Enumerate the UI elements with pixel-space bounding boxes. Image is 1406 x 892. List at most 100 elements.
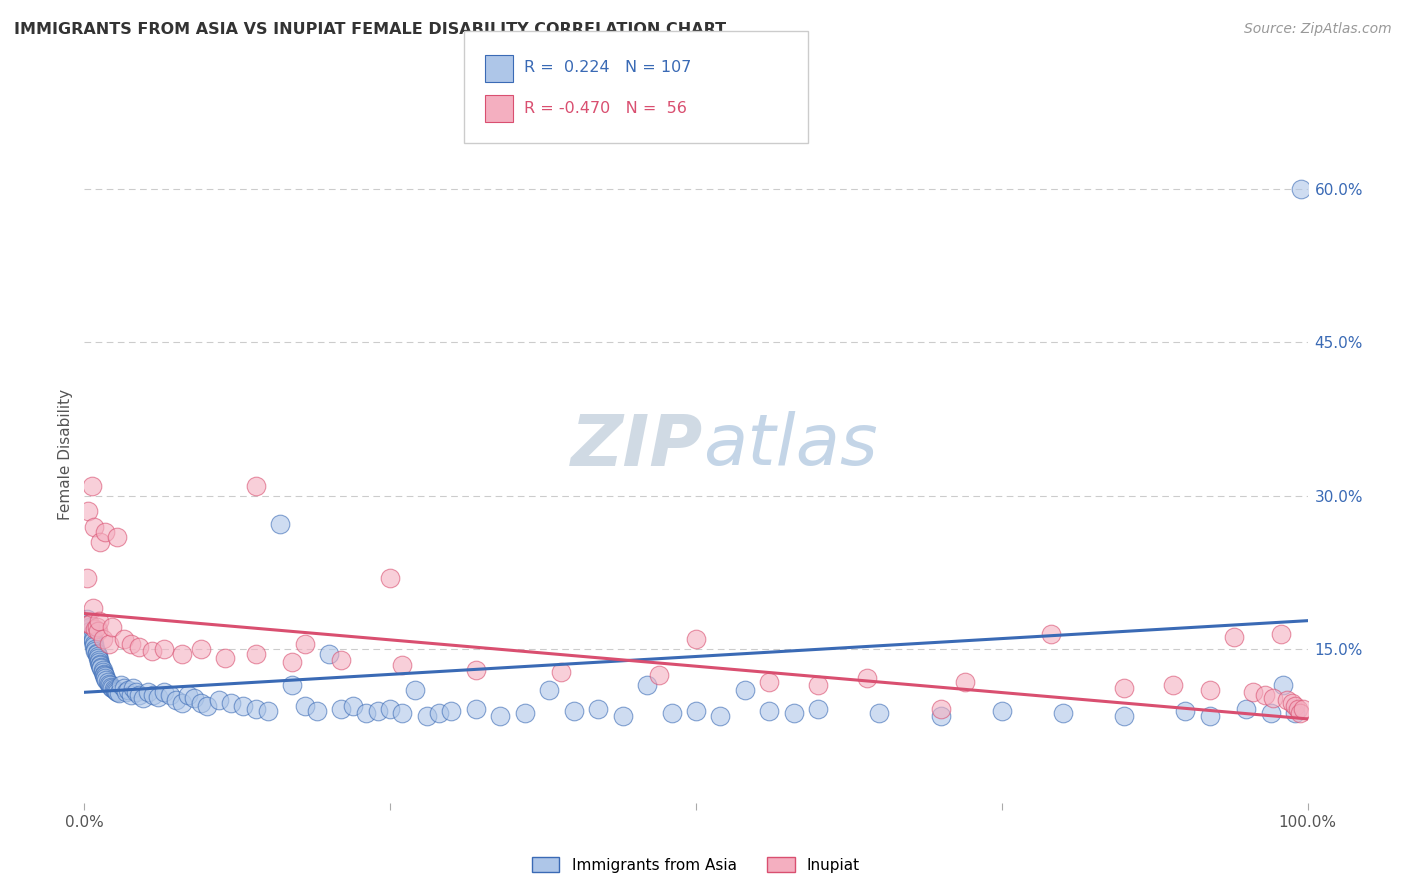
Point [367, 704, 389, 718]
Text: R = -0.470   N =  56: R = -0.470 N = 56 [524, 102, 688, 116]
Point [929, 708, 952, 723]
Point [1281, 696, 1303, 710]
Point [128, 640, 150, 655]
Point [953, 675, 976, 690]
Point [91, 665, 114, 679]
Point [89, 657, 111, 671]
Point [120, 637, 142, 651]
Point [76, 571, 98, 585]
Point [101, 620, 124, 634]
Point [391, 657, 413, 672]
Point [562, 704, 585, 718]
Point [648, 668, 671, 682]
Point [98, 678, 121, 692]
Point [538, 683, 561, 698]
Point [82, 632, 104, 646]
Point [104, 683, 127, 698]
Point [440, 704, 463, 718]
Point [87, 655, 110, 669]
Point [929, 701, 952, 715]
Point [84, 644, 107, 658]
Point [190, 696, 212, 710]
Point [464, 663, 486, 677]
Point [427, 706, 450, 720]
Point [183, 691, 205, 706]
Text: R =  0.224   N = 107: R = 0.224 N = 107 [524, 61, 692, 75]
Point [87, 652, 110, 666]
Point [83, 637, 105, 651]
Point [89, 535, 111, 549]
Point [100, 680, 122, 694]
Point [404, 683, 426, 698]
Text: IMMIGRANTS FROM ASIA VS INUPIAT FEMALE DISABILITY CORRELATION CHART: IMMIGRANTS FROM ASIA VS INUPIAT FEMALE D… [14, 22, 725, 37]
Point [153, 642, 176, 657]
Point [87, 624, 110, 638]
Point [83, 639, 105, 653]
Point [94, 671, 117, 685]
Point [1039, 627, 1062, 641]
Point [86, 620, 108, 634]
Point [87, 614, 110, 628]
Point [159, 689, 181, 703]
Point [93, 666, 115, 681]
Point [87, 649, 110, 664]
Point [1284, 706, 1306, 720]
Point [685, 632, 707, 646]
Point [305, 704, 328, 718]
Point [734, 683, 756, 698]
Point [245, 648, 267, 662]
Point [141, 644, 163, 658]
Point [110, 678, 132, 692]
Point [1260, 706, 1282, 720]
Point [1241, 685, 1264, 699]
Point [97, 677, 120, 691]
Point [89, 657, 111, 672]
Point [758, 675, 780, 690]
Point [153, 685, 176, 699]
Point [105, 685, 128, 699]
Point [1292, 701, 1315, 715]
Point [245, 701, 267, 715]
Point [82, 601, 104, 615]
Point [79, 624, 101, 638]
Point [342, 698, 364, 713]
Point [79, 620, 101, 634]
Legend: Immigrants from Asia, Inupiat: Immigrants from Asia, Inupiat [526, 850, 866, 879]
Point [107, 686, 129, 700]
Point [709, 708, 731, 723]
Point [380, 571, 402, 585]
Point [93, 668, 115, 682]
Point [330, 701, 353, 715]
Point [1272, 678, 1295, 692]
Point [80, 630, 103, 644]
Point [318, 648, 340, 662]
Point [257, 704, 280, 718]
Point [269, 517, 291, 532]
Point [86, 648, 108, 662]
Text: Source: ZipAtlas.com: Source: ZipAtlas.com [1244, 22, 1392, 37]
Point [1174, 704, 1197, 718]
Point [1114, 681, 1136, 696]
Point [76, 612, 98, 626]
Point [807, 678, 830, 692]
Point [513, 706, 536, 720]
Point [219, 696, 242, 710]
Point [330, 652, 353, 666]
Point [1161, 678, 1184, 692]
Point [1291, 182, 1313, 196]
Point [1052, 706, 1074, 720]
Point [120, 689, 142, 703]
Point [142, 689, 165, 703]
Point [1263, 691, 1285, 706]
Point [416, 708, 439, 723]
Point [122, 681, 145, 696]
Point [294, 637, 316, 651]
Point [77, 504, 100, 518]
Point [612, 708, 634, 723]
Point [132, 691, 155, 706]
Point [214, 650, 236, 665]
Point [281, 678, 304, 692]
Point [991, 704, 1014, 718]
Point [661, 706, 683, 720]
Point [165, 693, 187, 707]
